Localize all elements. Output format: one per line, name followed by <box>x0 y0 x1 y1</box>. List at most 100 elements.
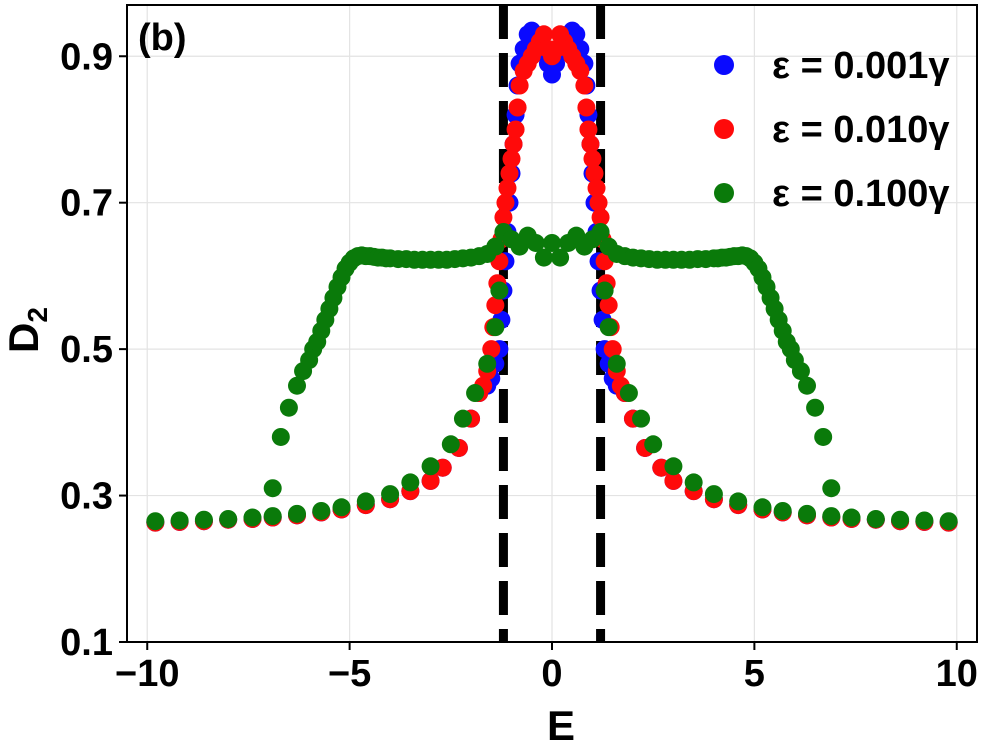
point-series-1-32 <box>508 98 527 117</box>
point-series-1-27 <box>498 179 517 198</box>
x-tick-label-3: 5 <box>744 653 765 695</box>
legend-label-0: ε = 0.001γ <box>772 45 950 87</box>
point-series-2-125 <box>866 509 885 528</box>
point-series-2-122 <box>798 504 816 523</box>
point-series-2-108 <box>814 427 833 446</box>
point-series-2-65 <box>551 248 570 267</box>
panel-label: (b) <box>138 17 187 59</box>
point-series-2-117 <box>684 473 703 492</box>
point-series-2-21 <box>279 398 298 417</box>
point-series-1-57 <box>591 208 610 227</box>
point-series-2-126 <box>891 510 910 529</box>
point-series-2-2 <box>194 510 213 529</box>
point-series-2-114 <box>632 409 651 428</box>
y-tick-label-1: 0.3 <box>60 476 113 518</box>
point-series-1-48 <box>571 61 590 80</box>
point-series-1-61 <box>599 296 618 315</box>
point-series-2-12 <box>421 457 440 476</box>
point-series-1-70 <box>664 471 683 490</box>
point-series-2-106 <box>798 376 816 395</box>
point-series-2-64 <box>543 233 561 252</box>
data-points <box>146 21 958 532</box>
point-series-1-33 <box>510 76 529 95</box>
point-series-2-111 <box>599 318 618 337</box>
point-series-1-53 <box>583 149 602 168</box>
point-series-1-54 <box>585 164 604 183</box>
point-series-2-9 <box>356 492 375 511</box>
point-series-1-31 <box>506 120 525 139</box>
y-axis-label: D2 <box>0 307 53 353</box>
point-series-2-5 <box>263 507 282 526</box>
legend-marker-1 <box>714 119 734 139</box>
point-series-2-110 <box>595 281 614 300</box>
point-series-2-20 <box>271 427 290 446</box>
x-tick-label-0: −10 <box>115 653 179 695</box>
point-series-1-26 <box>496 193 515 212</box>
point-series-2-11 <box>401 473 420 492</box>
point-series-1-55 <box>587 179 606 198</box>
point-series-2-16 <box>478 354 497 373</box>
legend: ε = 0.001γ ε = 0.010γ ε = 0.100γ <box>714 45 950 215</box>
point-series-1-50 <box>577 98 596 117</box>
point-series-2-15 <box>466 384 485 403</box>
grid <box>127 5 977 643</box>
point-series-2-119 <box>729 492 748 511</box>
point-series-2-10 <box>381 485 400 504</box>
point-series-2-113 <box>619 384 638 403</box>
point-series-1-21 <box>486 296 505 315</box>
point-series-2-14 <box>453 409 472 428</box>
point-series-1-51 <box>579 120 598 139</box>
point-series-1-52 <box>581 135 600 154</box>
point-series-1-28 <box>500 164 519 183</box>
point-series-2-63 <box>534 248 553 267</box>
point-series-2-1 <box>170 511 189 530</box>
point-series-2-115 <box>644 435 663 454</box>
point-series-2-0 <box>146 512 165 531</box>
point-series-2-17 <box>486 318 505 337</box>
y-tick-label-4: 0.9 <box>60 36 113 78</box>
point-series-2-62 <box>526 233 545 252</box>
point-series-2-118 <box>704 485 723 504</box>
y-tick-label-0: 0.1 <box>60 622 113 664</box>
point-series-2-105 <box>791 362 810 381</box>
legend-label-2: ε = 0.100γ <box>772 173 950 215</box>
point-series-2-70 <box>591 222 610 241</box>
point-series-2-107 <box>806 398 825 417</box>
x-tick-label-2: 0 <box>541 653 562 695</box>
point-series-1-49 <box>575 76 594 95</box>
y-tick-label-3: 0.7 <box>60 183 113 225</box>
x-tick-label-1: −5 <box>328 653 371 695</box>
point-series-1-56 <box>589 193 608 212</box>
point-series-2-109 <box>822 479 841 498</box>
y-axis-label-subscript: 2 <box>22 307 53 323</box>
point-series-2-8 <box>332 498 351 517</box>
point-series-1-30 <box>504 135 523 154</box>
point-series-2-3 <box>219 509 238 528</box>
legend-marker-0 <box>714 55 734 75</box>
legend-marker-2 <box>714 183 734 203</box>
point-series-2-112 <box>607 354 626 373</box>
point-series-2-6 <box>288 504 306 523</box>
legend-label-1: ε = 0.010γ <box>772 109 950 151</box>
point-series-2-13 <box>441 435 460 454</box>
point-series-1-39 <box>534 25 553 44</box>
point-series-2-123 <box>822 507 841 526</box>
point-series-1-12 <box>421 471 440 490</box>
point-series-2-127 <box>915 511 934 530</box>
y-axis-ticks: 0.1 0.3 0.5 0.7 0.9 <box>60 36 127 664</box>
point-series-2-121 <box>773 501 792 520</box>
point-series-2-120 <box>753 498 772 517</box>
point-series-1-25 <box>494 208 513 227</box>
point-series-2-19 <box>263 479 282 498</box>
point-series-2-128 <box>939 512 958 531</box>
point-series-1-29 <box>502 149 521 168</box>
y-axis-label-main: D <box>0 323 47 353</box>
x-tick-label-4: 10 <box>936 653 978 695</box>
x-axis-ticks: −10 −5 0 5 10 <box>115 642 978 695</box>
point-series-1-19 <box>482 340 501 359</box>
point-series-2-18 <box>490 281 509 300</box>
point-series-2-57 <box>486 237 505 256</box>
point-series-2-4 <box>243 508 262 527</box>
point-series-2-22 <box>288 376 306 395</box>
